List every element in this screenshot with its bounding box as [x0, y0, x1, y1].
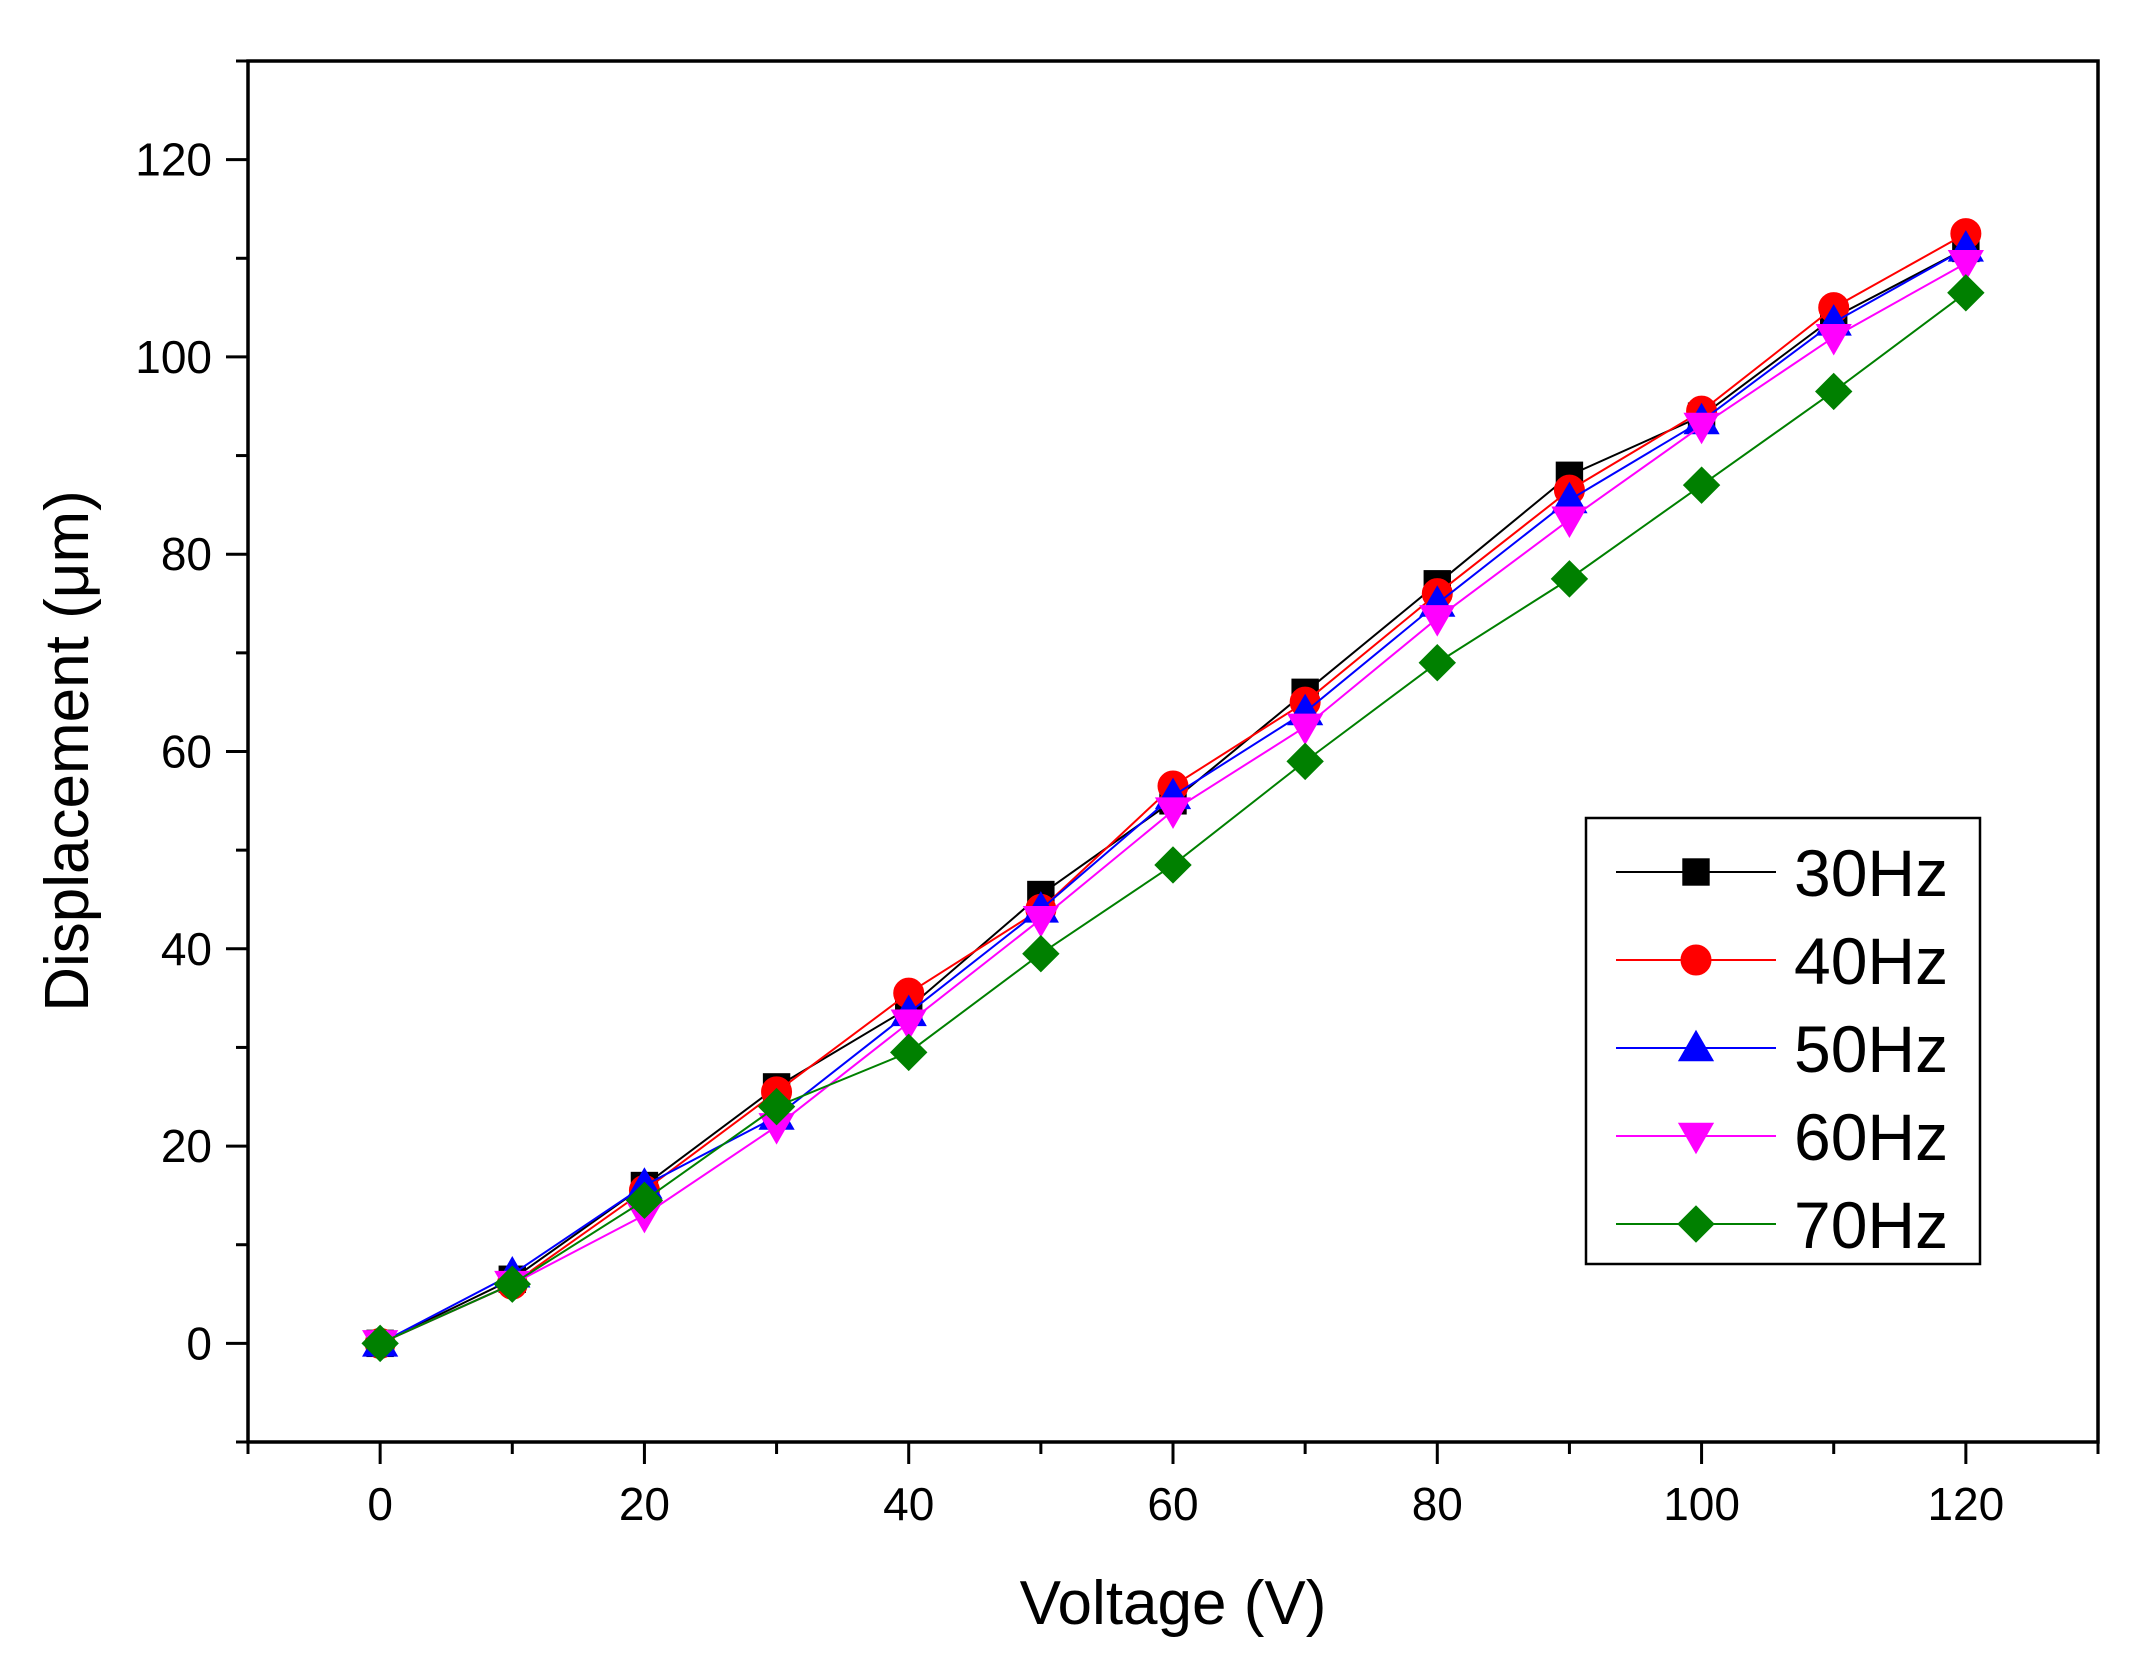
data-point: [1022, 935, 1060, 973]
y-tick-label: 20: [161, 1120, 212, 1172]
data-point: [1815, 372, 1853, 411]
data-point: [1287, 713, 1324, 746]
data-point: [1550, 560, 1589, 598]
x-tick-label: 80: [1412, 1478, 1463, 1530]
legend-item: 50Hz: [1616, 1012, 1948, 1086]
y-axis-title: Displacement (μm): [33, 490, 102, 1012]
x-tick-label: 0: [367, 1478, 393, 1530]
legend-marker: [1677, 1122, 1715, 1155]
y-tick-label: 80: [161, 528, 212, 580]
data-point: [1418, 644, 1456, 682]
y-tick-label: 100: [135, 331, 212, 383]
data-point: [1815, 323, 1852, 356]
x-axis-title: Voltage (V): [1020, 1569, 1327, 1638]
data-point: [1286, 742, 1324, 781]
data-point: [890, 1009, 927, 1042]
legend-item: 70Hz: [1616, 1188, 1948, 1262]
data-point: [1154, 846, 1192, 884]
legend-item: 30Hz: [1616, 836, 1948, 910]
data-point: [493, 1265, 531, 1303]
x-tick-label: 120: [1927, 1478, 2004, 1530]
legend-item: 60Hz: [1616, 1100, 1948, 1174]
legend-marker: [1677, 1029, 1715, 1062]
legend-label: 50Hz: [1794, 1012, 1948, 1086]
y-axis-ticks: 0 20 40 60 80 100 120: [135, 59, 248, 1444]
data-point: [1683, 412, 1720, 445]
data-point: [1419, 605, 1456, 637]
legend-label: 40Hz: [1794, 924, 1948, 998]
data-point: [1551, 506, 1588, 538]
y-tick-label: 60: [161, 726, 212, 778]
x-tick-label: 20: [619, 1478, 670, 1530]
y-tick-label: 120: [135, 134, 212, 186]
data-point: [1682, 466, 1721, 504]
x-tick-label: 60: [1147, 1478, 1198, 1530]
data-point: [625, 1181, 664, 1220]
legend-box: [1584, 816, 1982, 1266]
data-point: [1022, 905, 1059, 938]
series-70Hz: [361, 274, 1985, 1363]
data-point: [1154, 797, 1192, 829]
legend-label: 70Hz: [1794, 1188, 1948, 1262]
legend: 30Hz 40Hz 50Hz 60Hz 70Hz: [1584, 816, 1982, 1266]
data-point: [757, 1087, 796, 1126]
x-tick-label: 100: [1663, 1478, 1740, 1530]
data-point: [361, 1324, 399, 1363]
legend-marker: [1682, 858, 1710, 886]
y-tick-label: 40: [161, 923, 212, 975]
y-tick-label: 0: [186, 1317, 212, 1369]
legend-marker: [1680, 944, 1712, 976]
series-layer: [361, 218, 1985, 1363]
legend-marker: [1677, 1205, 1715, 1243]
x-tick-label: 40: [883, 1478, 934, 1530]
data-point: [1947, 274, 1985, 312]
data-point: [1947, 249, 1984, 282]
legend-label: 60Hz: [1794, 1100, 1948, 1174]
legend-item: 40Hz: [1616, 924, 1948, 998]
legend-label: 30Hz: [1794, 836, 1948, 910]
data-point: [890, 1033, 928, 1072]
x-axis-ticks: 0 20 40 60 80 100 120: [246, 1442, 2100, 1530]
